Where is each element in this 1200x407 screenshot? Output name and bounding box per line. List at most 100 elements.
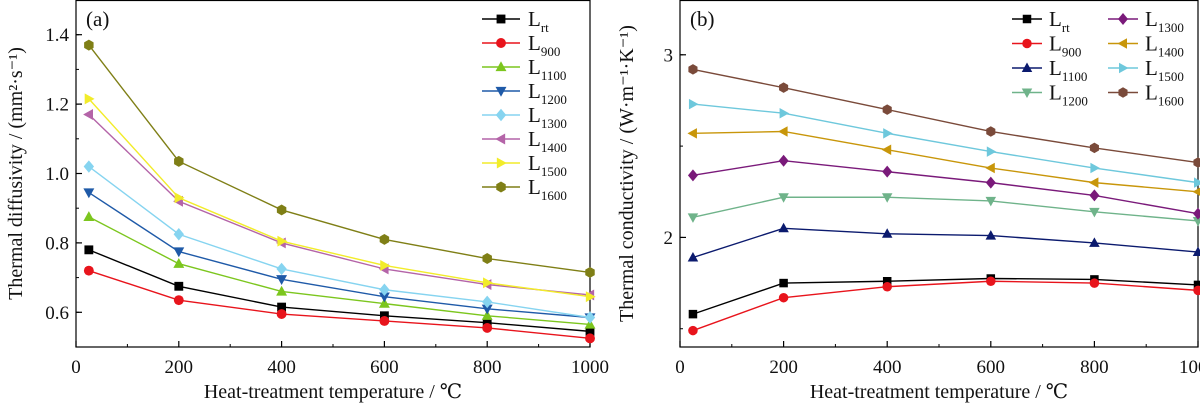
series-line-1200 [88,192,591,319]
data-point-1300 [778,154,789,167]
data-point-900 [778,292,789,303]
chart-panel-a: 0 200 400 600 800 1000 0.6 0.8 1.0 1.2 1.4 Heat-tre… [5,0,609,403]
legend-marker-1100 [495,61,507,72]
data-point-1400 [687,128,697,139]
y-tick-label: 0.8 [45,233,69,254]
data-point-1600 [585,266,595,278]
data-point-1500 [1194,177,1200,188]
data-point-rt [688,309,698,319]
data-point-rt [779,278,788,288]
data-point-900 [1193,285,1200,296]
legend-label-1300: L1300 [1145,7,1184,35]
legend-label-1500: L1500 [528,151,567,179]
x-axis-label: Heat-treatment temperature / ℃ [810,381,1068,403]
data-point-1300 [1193,207,1200,220]
x-tick-label: 0 [71,357,81,378]
data-point-1500 [688,98,699,110]
series-900 [688,276,1200,336]
legend-marker-900 [496,38,506,48]
data-point-1200 [881,193,893,203]
series-1500 [84,93,596,303]
legend-marker-1100 [1021,62,1033,72]
series-line-1300 [692,160,1199,215]
data-point-1100 [276,285,288,296]
data-point-900 [482,322,493,333]
legend-marker-1200 [495,86,507,97]
legend-label-900: L900 [1049,32,1081,60]
data-point-1200 [481,304,493,315]
data-point-1200 [778,193,789,203]
data-point-1300 [276,262,287,276]
data-point-rt [277,302,287,312]
data-point-1600 [882,104,892,115]
series-line-rt [692,277,1199,315]
y-axis-label: Thermal diffusivity / (mm²·s⁻¹) [5,47,27,300]
series-line-1100 [88,216,591,326]
data-point-1200 [1089,207,1100,218]
data-point-rt [1193,280,1200,290]
data-point-1300 [1089,189,1100,202]
data-point-1500 [380,260,391,271]
data-point-1600 [986,126,996,137]
data-point-1400 [985,162,995,174]
data-point-1500 [1090,162,1100,174]
data-point-1600 [482,253,492,264]
series-1400 [687,126,1200,196]
y-tick-label: 3 [664,45,674,66]
data-point-1200 [985,196,997,207]
data-point-1600 [1089,142,1099,154]
legend-label-rt: Lrt [1049,7,1070,35]
chart-panel-b: 0 200 400 600 800 1000 2 3 Heat-treatment temper… [616,0,1200,403]
data-point-1400 [1192,187,1200,196]
legend-label-1300: L1300 [528,103,567,131]
data-point-1100 [881,228,893,238]
x-tick-label: 200 [769,357,798,378]
y-axis-label: Thermal conductivity / (W·m⁻¹·K⁻¹) [616,25,638,322]
series-1100 [687,222,1200,262]
data-point-900 [585,333,595,344]
data-point-1100 [378,297,390,308]
series-line-1200 [692,196,1199,222]
data-point-1500 [883,128,893,139]
legend-marker-1400 [495,133,506,145]
data-point-1500 [174,192,185,204]
x-tick-label: 600 [977,357,1006,378]
legend-marker-1500 [496,157,507,169]
data-point-1100 [1192,246,1200,257]
data-point-rt [84,245,94,255]
series-line-900 [88,269,591,340]
data-point-rt [585,326,595,336]
x-tick-label: 200 [165,357,194,378]
x-tick-label: 1000 [571,357,609,378]
data-point-rt [482,318,492,328]
legend-marker-1600 [1118,87,1128,98]
data-point-900 [83,265,94,276]
x-tick-label: 1000 [1179,357,1200,378]
data-point-1300 [687,169,698,182]
series-line-1600 [692,68,1199,164]
series-1600 [688,64,1200,168]
legend-label-1600: L1600 [528,175,567,203]
data-point-1400 [83,109,94,120]
data-point-1300 [584,311,596,324]
legend-marker-900 [1022,38,1032,49]
y-tick-label: 0.6 [45,303,69,324]
data-point-1100 [1089,237,1100,247]
series-line-1100 [692,227,1199,259]
data-point-1200 [83,188,95,199]
x-tick-label: 0 [675,357,685,378]
x-tick-label: 400 [267,357,296,378]
data-point-1600 [1193,157,1200,168]
data-point-1100 [83,211,95,222]
series-1100 [83,211,596,329]
data-point-1100 [778,222,789,233]
series-1200 [687,193,1200,227]
legend-marker-1200 [1021,88,1033,98]
series-line-900 [692,280,1199,332]
x-tick-label: 600 [370,357,399,378]
series-1300 [83,160,596,324]
legend-label-1100: L1100 [1049,56,1087,84]
panel-label: (a) [86,7,109,31]
